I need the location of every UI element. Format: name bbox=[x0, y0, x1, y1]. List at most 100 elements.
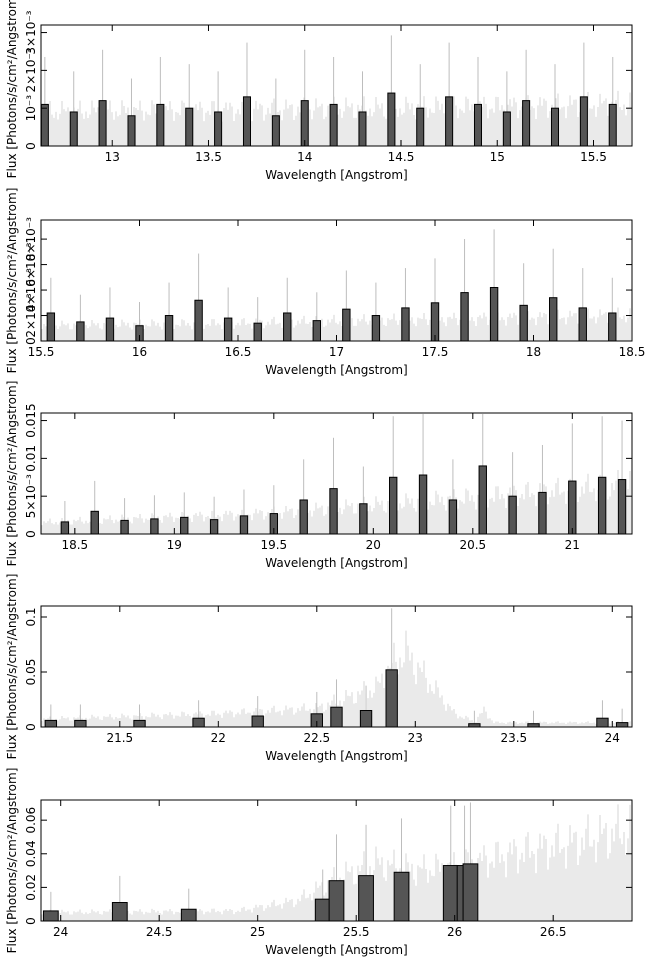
data-bar bbox=[40, 103, 49, 147]
x-tick-label: 15 bbox=[490, 150, 505, 164]
y-tick-label: 0.05 bbox=[24, 659, 38, 686]
data-bar bbox=[74, 719, 87, 728]
x-tick-label: 14.5 bbox=[388, 150, 415, 164]
y-tick-label: 8×10⁻³ bbox=[24, 217, 38, 261]
x-tick-label: 24.5 bbox=[146, 925, 173, 939]
plot-frame bbox=[40, 799, 633, 922]
data-bar bbox=[478, 465, 487, 535]
y-tick-label: 0.02 bbox=[24, 874, 38, 901]
x-axis-label: Wavelength [Angstrom] bbox=[265, 363, 407, 377]
data-bar bbox=[538, 491, 547, 535]
data-bar bbox=[127, 115, 136, 147]
data-bar bbox=[549, 297, 558, 342]
data-bar bbox=[214, 111, 223, 147]
y-tick-label: 0.015 bbox=[24, 403, 38, 437]
y-tick-label: 3×10⁻³ bbox=[24, 10, 38, 54]
data-bar bbox=[185, 107, 194, 147]
data-bar bbox=[579, 96, 588, 147]
data-bar bbox=[442, 865, 459, 922]
panel-3: 18.5 19 19.5 20 20.5 21 0 5×10⁻³ 0.01 0.015 Wavele… bbox=[5, 381, 633, 570]
panel-2: 15.5 16 16.5 17 17.5 18 18.5 02×10⁻³4×10⁻³6×10⁻… bbox=[5, 188, 645, 377]
x-tick-label: 18.5 bbox=[619, 345, 646, 359]
y-tick-label: 0.01 bbox=[24, 445, 38, 472]
data-bar bbox=[596, 717, 609, 728]
data-bar bbox=[194, 299, 203, 342]
model-envelope bbox=[41, 90, 631, 146]
y-tick-label: 5×10⁻³ bbox=[24, 474, 38, 518]
x-tick-label: 24 bbox=[605, 731, 620, 745]
x-tick-label: 21.5 bbox=[106, 731, 133, 745]
x-tick-label: 18 bbox=[526, 345, 541, 359]
data-bar bbox=[251, 715, 264, 728]
data-bar bbox=[330, 706, 343, 728]
y-tick-label: 0 bbox=[24, 723, 38, 731]
data-bar bbox=[76, 321, 85, 342]
data-bar bbox=[416, 107, 425, 147]
data-bar bbox=[46, 312, 56, 342]
x-tick-label: 19.5 bbox=[260, 538, 287, 552]
x-tick-label: 16.5 bbox=[225, 345, 252, 359]
y-tick-label: 0.1 bbox=[24, 607, 38, 626]
y-axis-label: Flux [Photons/s/cm²/Angstrom] bbox=[5, 768, 19, 954]
x-tick-label: 26 bbox=[447, 925, 462, 939]
data-bar bbox=[448, 499, 458, 535]
data-bar bbox=[617, 479, 627, 535]
data-bar bbox=[150, 518, 159, 535]
panel-1: 13 13.5 14 14.5 15 15.5 0 10⁻³ 2×10⁻³3×10⁻³ Wavel… bbox=[5, 0, 633, 182]
data-bar bbox=[460, 292, 469, 342]
data-bar bbox=[329, 488, 338, 535]
data-bar bbox=[358, 111, 367, 147]
data-bar bbox=[550, 107, 560, 147]
x-axis-label: Wavelength [Angstrom] bbox=[265, 749, 407, 763]
y-tick-label: 0 bbox=[24, 530, 38, 538]
data-bar bbox=[300, 100, 309, 147]
x-tick-label: 13.5 bbox=[195, 150, 222, 164]
data-bar bbox=[387, 92, 396, 147]
x-tick-label: 14 bbox=[297, 150, 312, 164]
data-bar bbox=[445, 96, 454, 147]
data-bar bbox=[105, 317, 115, 342]
data-bar bbox=[180, 516, 189, 535]
x-tick-label: 19 bbox=[167, 538, 182, 552]
data-bar bbox=[502, 111, 511, 147]
data-bar bbox=[489, 287, 499, 342]
y-tick-label: 0.06 bbox=[24, 807, 38, 834]
data-bar bbox=[342, 308, 351, 342]
y-tick-label: 2×10⁻³ bbox=[24, 48, 38, 92]
x-axis-label: Wavelength [Angstrom] bbox=[265, 168, 407, 182]
y-tick-label: 6×10⁻³ bbox=[24, 242, 38, 286]
data-bar bbox=[393, 871, 410, 922]
data-bar bbox=[253, 322, 262, 342]
data-bar bbox=[522, 100, 531, 147]
data-bar bbox=[283, 312, 292, 342]
x-tick-label: 13 bbox=[105, 150, 120, 164]
x-tick-label: 25 bbox=[250, 925, 265, 939]
data-bar bbox=[192, 717, 205, 728]
x-tick-label: 23.5 bbox=[500, 731, 527, 745]
data-bar bbox=[597, 476, 607, 535]
data-bar bbox=[69, 111, 78, 147]
panel-5: 24 24.5 25 25.5 26 26.5 0 0.02 0.04 0.06 Wavelengt… bbox=[5, 768, 633, 957]
y-tick-label: 0.04 bbox=[24, 840, 38, 867]
plot-frame bbox=[40, 605, 633, 728]
data-bar bbox=[98, 100, 107, 147]
x-tick-label: 22 bbox=[211, 731, 226, 745]
data-bar bbox=[271, 115, 280, 147]
data-bar bbox=[328, 880, 345, 922]
panel-4: 21.5 22 22.5 23 23.5 24 0 0.05 0.1 Wavelength [An… bbox=[5, 574, 633, 763]
x-tick-label: 23 bbox=[408, 731, 423, 745]
x-tick-label: 17 bbox=[329, 345, 344, 359]
x-tick-label: 15.5 bbox=[580, 150, 607, 164]
data-bar bbox=[371, 315, 381, 342]
data-bar bbox=[519, 304, 528, 342]
y-axis-label: Flux [Photons/s/cm²/Angstrom] bbox=[5, 381, 19, 567]
data-bar bbox=[120, 519, 129, 535]
y-axis-label: Flux [Photons/s/cm²/Angstrom] bbox=[5, 188, 19, 374]
x-tick-label: 20.5 bbox=[459, 538, 486, 552]
y-tick-label: 0 bbox=[24, 917, 38, 925]
data-bar bbox=[385, 669, 398, 728]
y-tick-label: 4×10⁻³ bbox=[24, 268, 38, 312]
data-bar bbox=[133, 719, 146, 728]
data-bar bbox=[462, 863, 479, 922]
